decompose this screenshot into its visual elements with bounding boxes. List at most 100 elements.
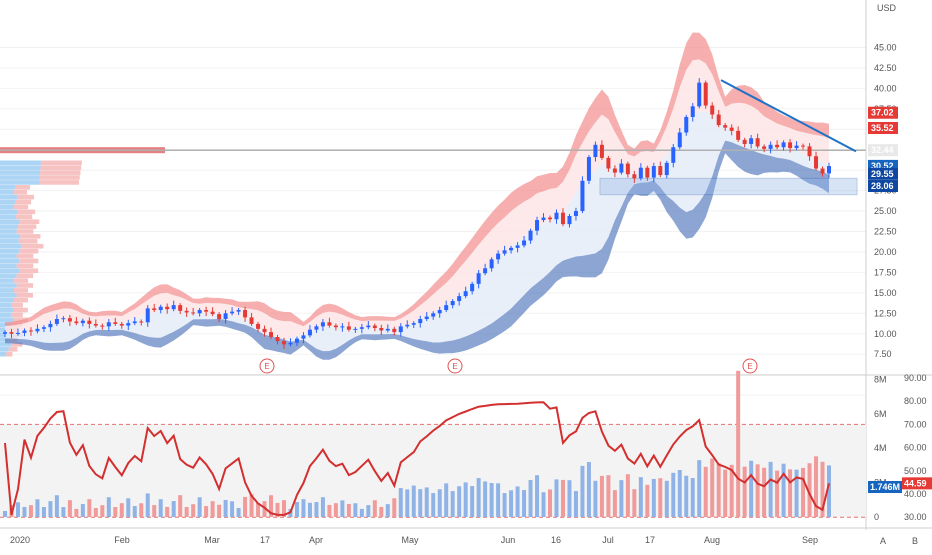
candle-body <box>781 142 786 148</box>
price-tick-label: 10.00 <box>874 329 897 339</box>
candle-body <box>541 217 546 221</box>
candle-body <box>775 144 780 148</box>
candle-body <box>457 296 462 302</box>
volume-bar <box>392 498 397 517</box>
volume-profile-bar <box>0 224 19 229</box>
volume-profile-bar <box>14 204 29 210</box>
volume-bar <box>3 510 7 517</box>
candle-body <box>197 310 202 314</box>
volume-profile-bar <box>14 185 30 190</box>
volume-bar <box>262 501 267 517</box>
date-tick-label: Sep <box>802 535 818 545</box>
lower-band <box>5 140 829 360</box>
candle-body <box>664 162 669 176</box>
price-tag: 28.06 <box>868 180 898 193</box>
volume-bar <box>658 478 663 517</box>
price-tag-bg <box>868 144 898 157</box>
volume-bar <box>671 472 676 517</box>
volume-profile-bar <box>0 180 40 185</box>
footer-left-button[interactable]: A <box>880 536 887 546</box>
earnings-marker: E <box>447 358 463 374</box>
candle-body <box>697 82 702 107</box>
candle-body <box>145 308 150 323</box>
candle-body <box>788 142 793 149</box>
candle-body <box>35 328 40 332</box>
candle-body <box>606 157 611 169</box>
candle-body <box>74 321 79 324</box>
candle-body <box>586 157 591 181</box>
earnings-marker-circle <box>742 358 758 374</box>
volume-bar <box>463 482 468 517</box>
candle-body <box>418 319 423 324</box>
candle-body <box>489 259 494 269</box>
rsi-tick-label: 30.00 <box>904 512 927 522</box>
volume-bar <box>638 477 643 517</box>
candle-body <box>768 144 773 149</box>
volume-profile-bar <box>0 307 14 313</box>
volume-bar <box>158 499 163 517</box>
candle-body <box>593 144 598 158</box>
candle-body <box>158 306 163 311</box>
rsi-tick-label: 90.00 <box>904 373 927 383</box>
volume-profile-bar <box>0 337 9 342</box>
candle-body <box>509 247 514 251</box>
candle-body <box>54 319 59 324</box>
rsi-last-tag: 44.59 <box>902 477 932 490</box>
volume-profile-bar <box>0 302 12 308</box>
volume-profile-bar <box>15 199 32 205</box>
volume-bar <box>48 501 53 517</box>
volume-bar <box>139 503 144 517</box>
price-tag-label: 30.52 <box>871 161 894 171</box>
candles <box>3 78 831 349</box>
candle-body <box>573 211 578 216</box>
candle-body <box>651 166 656 178</box>
rsi-tick-label: 70.00 <box>904 419 927 429</box>
volume-bar <box>431 493 436 517</box>
volume-bar <box>496 483 501 517</box>
volume-profile-bar <box>39 175 80 180</box>
candle-body <box>314 326 319 330</box>
volume-bar <box>61 507 66 517</box>
date-tick-label: 17 <box>645 535 655 545</box>
volume-bar <box>684 475 689 517</box>
volume-bar <box>385 504 390 517</box>
candle-body <box>411 323 416 325</box>
volume-tick-label: 8M <box>874 374 887 384</box>
price-tag: 32.44 <box>868 144 898 157</box>
volume-bar <box>281 500 286 517</box>
volume-profile-bar <box>21 243 44 249</box>
volume-bar <box>483 481 488 517</box>
price-tag-bg <box>868 180 898 193</box>
candle-body <box>217 314 222 320</box>
volume-profile-bar <box>0 327 9 332</box>
candle-body <box>736 130 741 140</box>
volume-bar <box>814 456 819 517</box>
candle-body <box>204 310 209 312</box>
volume-profile-bar <box>0 293 17 298</box>
volume-bar <box>548 489 553 517</box>
volume-bar <box>275 502 280 517</box>
volume-profile-bar <box>0 283 17 288</box>
date-tick-label: May <box>401 535 419 545</box>
candle-body <box>366 325 371 328</box>
volume-profile-bar <box>0 165 41 170</box>
volume-bar <box>651 478 656 517</box>
volume-bar <box>560 479 565 517</box>
volume-bar <box>762 467 767 517</box>
volume-bar <box>509 490 514 517</box>
price-tick-label: 25.00 <box>874 206 897 216</box>
support-zone <box>599 177 858 196</box>
volume-bar <box>489 483 494 517</box>
candle-body <box>814 156 819 169</box>
volume-profile-bar <box>0 268 20 274</box>
volume-bar <box>457 486 462 517</box>
footer-right-button[interactable]: B <box>912 536 919 546</box>
volume-bar <box>794 469 799 517</box>
candle-body <box>762 146 767 149</box>
price-tick-label: 17.50 <box>874 267 897 277</box>
candle-body <box>703 82 708 106</box>
volume-profile-bar <box>0 219 20 224</box>
volume-profile-bar <box>6 351 13 357</box>
